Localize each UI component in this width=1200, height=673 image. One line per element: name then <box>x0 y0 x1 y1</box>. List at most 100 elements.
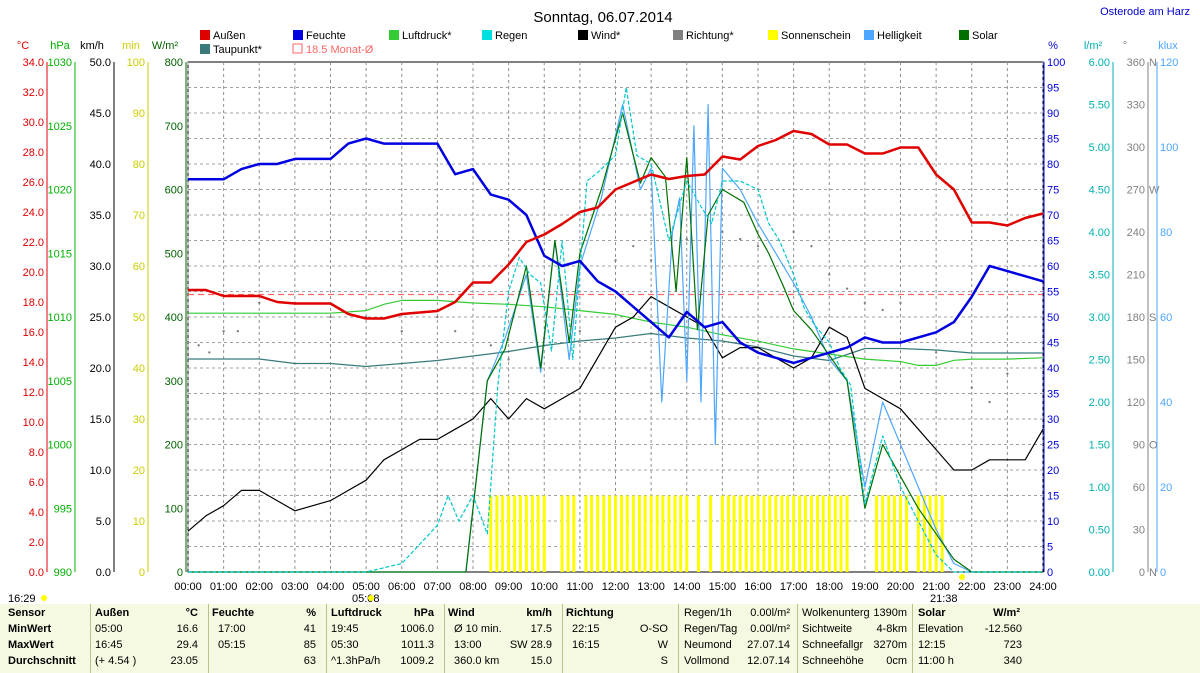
current-time-label: 16:29 <box>8 593 36 604</box>
x-tick-label: 10:00 <box>530 581 558 593</box>
chart-title: Sonntag, 06.07.2014 <box>533 9 672 26</box>
axis-tick-pct: 85 <box>1047 134 1059 146</box>
legend-label: Taupunkt* <box>213 44 263 56</box>
sunshine-bar <box>620 495 624 572</box>
stats-solar-value: 723 <box>1003 639 1022 651</box>
legend-label: Helligkeit <box>877 30 922 42</box>
axis-tick-wm2: 0 <box>177 567 183 579</box>
weather-chart: Sonntag, 06.07.2014 Osterode am Harz Auß… <box>8 6 1190 604</box>
axis-tick-temp: 22.0 <box>23 237 44 249</box>
stats-regen-label: Neumond <box>684 639 732 651</box>
axis-tick-wm2: 300 <box>165 376 183 388</box>
sun-times: 16:29 05:08 21:38 <box>8 574 965 604</box>
axis-tick-deg: 240 <box>1127 227 1145 239</box>
series-richtung-point <box>507 358 510 361</box>
axis-tick-hpa: 1025 <box>48 121 72 133</box>
legend-swatch <box>292 43 303 54</box>
x-tick-label: 18:00 <box>815 581 843 593</box>
axis-tick-min: 100 <box>127 57 145 69</box>
stats-header: Außen <box>95 607 130 619</box>
axis-tick-pct: 65 <box>1047 236 1059 248</box>
sunshine-bar <box>798 495 802 572</box>
stats-luftdruck-value: 1011.3 <box>401 639 434 651</box>
axis-tick-kmh: 40.0 <box>90 159 111 171</box>
axis-tick-deg: 210 <box>1127 270 1145 282</box>
series-richtung-point <box>934 351 938 354</box>
sunshine-bar <box>827 495 831 572</box>
sunshine-bar <box>643 495 647 572</box>
axis-unit-temp: °C <box>17 40 29 52</box>
series-feuchte-line <box>188 137 1044 365</box>
stats-column-separator <box>678 604 679 673</box>
stats-regen-value: 0.00l/m² <box>750 607 790 619</box>
legend-label: Richtung* <box>686 30 734 42</box>
stats-wind-time: 13:00 <box>454 639 482 651</box>
axis-tick-temp: 14.0 <box>23 357 44 369</box>
series-richtung-point <box>436 315 439 319</box>
sunshine-bar <box>780 495 784 572</box>
stats-wolken-value: 3270m <box>873 639 907 651</box>
sunshine-bar <box>631 495 635 572</box>
stats-column-separator <box>90 604 91 673</box>
stats-feuchte-time: 05:15 <box>218 639 246 651</box>
axis-tick-temp: 2.0 <box>29 537 44 549</box>
series-richtung-point <box>614 259 617 262</box>
axis-tick-pct: 60 <box>1047 261 1059 273</box>
series-richtung-point <box>236 329 240 333</box>
axis-tick-klux: 120 <box>1160 57 1178 69</box>
stats-luftdruck-value: 1009.2 <box>400 655 434 667</box>
axis-tick-lm2: 4.50 <box>1089 185 1110 197</box>
stats-header: Richtung <box>566 607 614 619</box>
legend-label: Solar <box>972 30 998 42</box>
legend-swatch <box>673 30 683 40</box>
stats-regen-label: Vollmond <box>684 655 730 667</box>
location-link[interactable]: Osterode am Harz <box>1100 6 1190 18</box>
x-tick-label: 08:00 <box>459 581 487 593</box>
x-tick-label: 01:00 <box>210 581 238 593</box>
series-richtung-point <box>863 301 867 305</box>
series-richtung-point <box>453 329 457 333</box>
axis-tick-pct: 40 <box>1047 363 1059 375</box>
series-richtung-point <box>400 329 403 333</box>
axis-unit-wm2: W/m² <box>152 40 179 52</box>
stats-header: W/m² <box>993 607 1020 619</box>
x-axis: 00:00 01:00 02:00 03:00 04:00 05:00 06:00 07:00… <box>174 581 1057 593</box>
stats-column-separator <box>444 604 445 673</box>
x-tick-label: 02:00 <box>245 581 273 593</box>
stats-column-separator <box>326 604 327 673</box>
series-richtung-point <box>721 230 724 234</box>
sunset-marker <box>959 574 965 580</box>
axis-unit-klux: klux <box>1158 40 1178 52</box>
sunset-label: 21:38 <box>930 593 958 604</box>
axis-dir-label: N <box>1149 57 1157 69</box>
x-tick-label: 14:00 <box>673 581 701 593</box>
axis-unit-hpa: hPa <box>50 40 70 52</box>
sunshine-bar <box>536 495 540 572</box>
sunshine-bar <box>524 495 528 572</box>
sunshine-bar <box>839 495 843 572</box>
stats-header: °C <box>185 607 198 619</box>
series-richtung-point <box>578 329 582 333</box>
stats-aussen-value: 16.6 <box>176 623 198 635</box>
sunshine-bar <box>637 495 641 572</box>
sunshine-bar <box>940 495 944 572</box>
axis-tick-pct: 0 <box>1047 567 1053 579</box>
legend-swatch <box>959 30 969 40</box>
x-tick-label: 20:00 <box>887 581 915 593</box>
stats-aussen-time: 16:45 <box>95 639 123 651</box>
stats-header: Luftdruck <box>331 607 382 619</box>
stats-regen-label: Regen/Tag <box>684 623 738 635</box>
x-tick-label: 24:00 <box>1029 581 1057 593</box>
legend-label: Wind* <box>591 30 621 42</box>
axis-tick-kmh: 20.0 <box>90 363 111 375</box>
sunshine-bar <box>899 495 902 572</box>
sunshine-bar <box>566 495 570 572</box>
axis-tick-wm2: 600 <box>165 185 183 197</box>
axis-tick-wm2: 200 <box>165 440 183 452</box>
axis-tick-pct: 70 <box>1047 210 1059 222</box>
sunshine-bar <box>596 495 600 572</box>
axis-tick-kmh: 45.0 <box>90 108 111 120</box>
axis-tick-hpa: 1030 <box>48 57 72 69</box>
axis-tick-lm2: 6.00 <box>1089 57 1110 69</box>
stats-header: % <box>306 607 316 619</box>
